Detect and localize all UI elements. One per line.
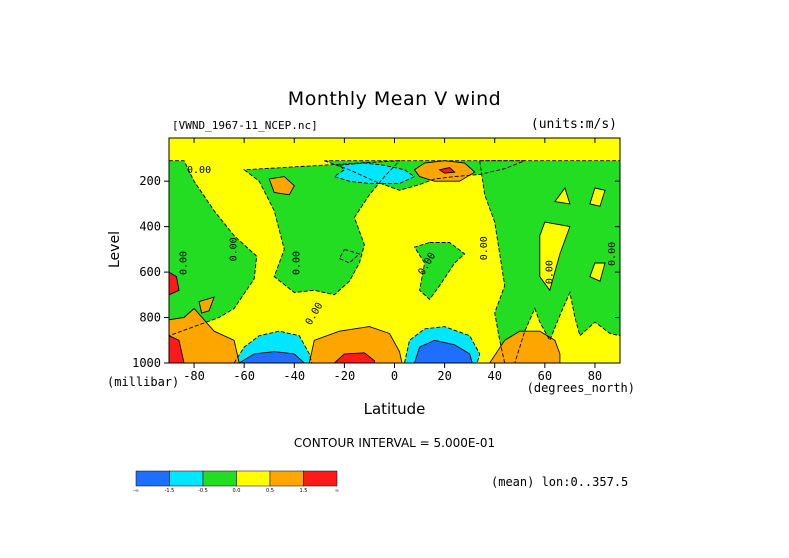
contour-region <box>269 176 295 195</box>
contour-label: 0.00 <box>179 251 190 275</box>
chart-title: Monthly Mean V wind <box>287 88 502 110</box>
contour-line <box>233 330 313 364</box>
contour-line <box>539 221 571 292</box>
colorbar-tick-label: ∞ <box>335 488 339 494</box>
contour-line <box>308 326 403 364</box>
contour-region <box>334 352 375 363</box>
colorbar-tick-label: 0.5 <box>266 488 274 494</box>
contour-region <box>169 308 240 363</box>
contour-line <box>324 160 525 191</box>
colorbar-tick-label: -0.5 <box>198 488 208 494</box>
y-tick-label: 200 <box>139 174 161 188</box>
y-tick-label: 400 <box>139 220 161 234</box>
contour-line <box>198 296 215 314</box>
contour-line <box>589 187 606 207</box>
contour-label: 0.00 <box>291 251 302 275</box>
y-tick-label: 800 <box>139 311 161 325</box>
dataset-label: [VWND_1967-11_NCEP.nc] <box>172 119 318 132</box>
x-tick-label: -40 <box>283 369 305 383</box>
mean-label: (mean) lon:0..357.5 <box>491 475 629 489</box>
colorbar-tick-label: -1.5 <box>165 488 175 494</box>
x-tick-label: -60 <box>233 369 255 383</box>
contour-line <box>242 160 401 296</box>
contour-line <box>268 176 295 196</box>
contour-line <box>589 262 606 282</box>
x-tick-label: 40 <box>487 369 501 383</box>
colorbar-tick-label: 0.0 <box>233 488 241 494</box>
contour-line <box>479 160 621 364</box>
y-axis: 200 400 600 800 1000 <box>132 174 620 370</box>
contour-region <box>414 242 465 300</box>
colorbar-tick-label: -∞ <box>133 488 139 494</box>
colorbar-swatch <box>269 470 304 487</box>
colorbar-swatch <box>303 470 338 487</box>
contour-regions <box>169 138 620 363</box>
colorbar-swatch <box>135 470 170 487</box>
x-tick-label: 80 <box>588 369 602 383</box>
contour-region <box>309 326 402 363</box>
contour-region <box>339 249 360 263</box>
x-tick-label: 20 <box>437 369 451 383</box>
contour-line <box>488 330 561 364</box>
y-tick-label: 1000 <box>132 356 161 370</box>
y-axis-title: Level <box>107 231 123 268</box>
contour-region <box>199 297 215 313</box>
contour-region <box>539 222 570 291</box>
colorbar-swatch <box>236 470 271 487</box>
x-axis-title: Latitude <box>363 400 426 418</box>
contour-line <box>413 160 476 182</box>
units-label: (units:m/s) <box>530 117 617 132</box>
contour-line <box>338 248 361 264</box>
contour-line <box>413 242 466 301</box>
contour-line <box>438 167 456 174</box>
contour-region <box>169 160 257 336</box>
contour-line <box>333 162 416 184</box>
x-tick-label: 0 <box>391 369 398 383</box>
contour-label: 0.00 <box>479 236 490 260</box>
colorbar-swatch <box>202 470 237 487</box>
y-tick-label: 600 <box>139 265 161 279</box>
contour-line <box>403 326 481 364</box>
x-tick-label: -20 <box>334 369 356 383</box>
contour-region <box>414 340 473 363</box>
contour-region <box>169 335 184 363</box>
contour-line <box>554 187 571 205</box>
contour-label: 0.00 <box>229 237 240 261</box>
x-axis-unit: (degrees_north) <box>526 381 635 395</box>
contour-label: 0.00 <box>187 165 211 176</box>
contour-region <box>239 351 305 363</box>
contour-label: 0.00 <box>607 242 618 266</box>
contour-line <box>168 160 258 337</box>
colorbar-swatch <box>169 470 204 487</box>
contour-region <box>334 163 415 184</box>
colorbar-tick-label: 1.5 <box>300 488 308 494</box>
contour-label: 0.00 <box>544 260 555 284</box>
colorbar: -∞ -1.5 -0.5 0.0 0.5 1.5 ∞ <box>133 470 339 494</box>
x-axis: -80 -60 -40 -20 0 20 40 60 80 <box>183 138 602 383</box>
contour-interval-label: CONTOUR INTERVAL = 5.000E-01 <box>293 436 496 450</box>
y-axis-unit: (millibar) <box>107 375 180 389</box>
x-tick-label: 60 <box>538 369 552 383</box>
x-tick-label: -80 <box>183 369 205 383</box>
